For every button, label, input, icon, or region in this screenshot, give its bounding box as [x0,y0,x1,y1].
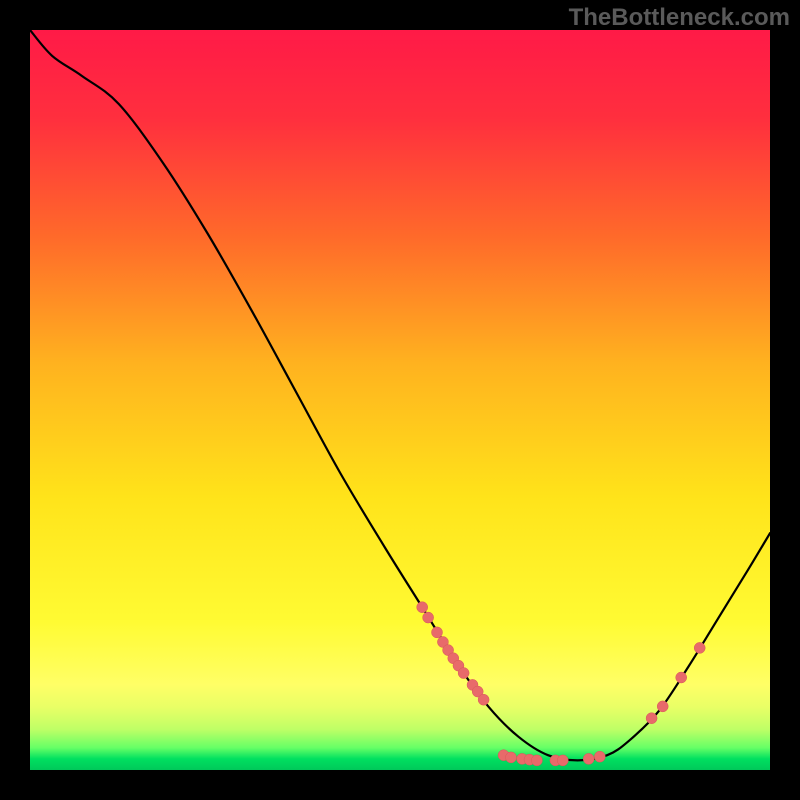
watermark-text: TheBottleneck.com [569,4,790,32]
data-marker [694,642,705,653]
data-marker [557,755,568,766]
plot-area [30,30,770,770]
data-marker [646,713,657,724]
data-marker [657,701,668,712]
data-marker [594,751,605,762]
data-marker [583,753,594,764]
data-marker [423,612,434,623]
data-marker [478,694,489,705]
data-marker [432,627,443,638]
data-marker [417,602,428,613]
data-marker [531,755,542,766]
chart-root: TheBottleneck.com [0,0,800,800]
data-marker [676,672,687,683]
chart-svg [30,30,770,770]
gradient-background [30,30,770,770]
data-marker [506,752,517,763]
data-marker [458,668,469,679]
